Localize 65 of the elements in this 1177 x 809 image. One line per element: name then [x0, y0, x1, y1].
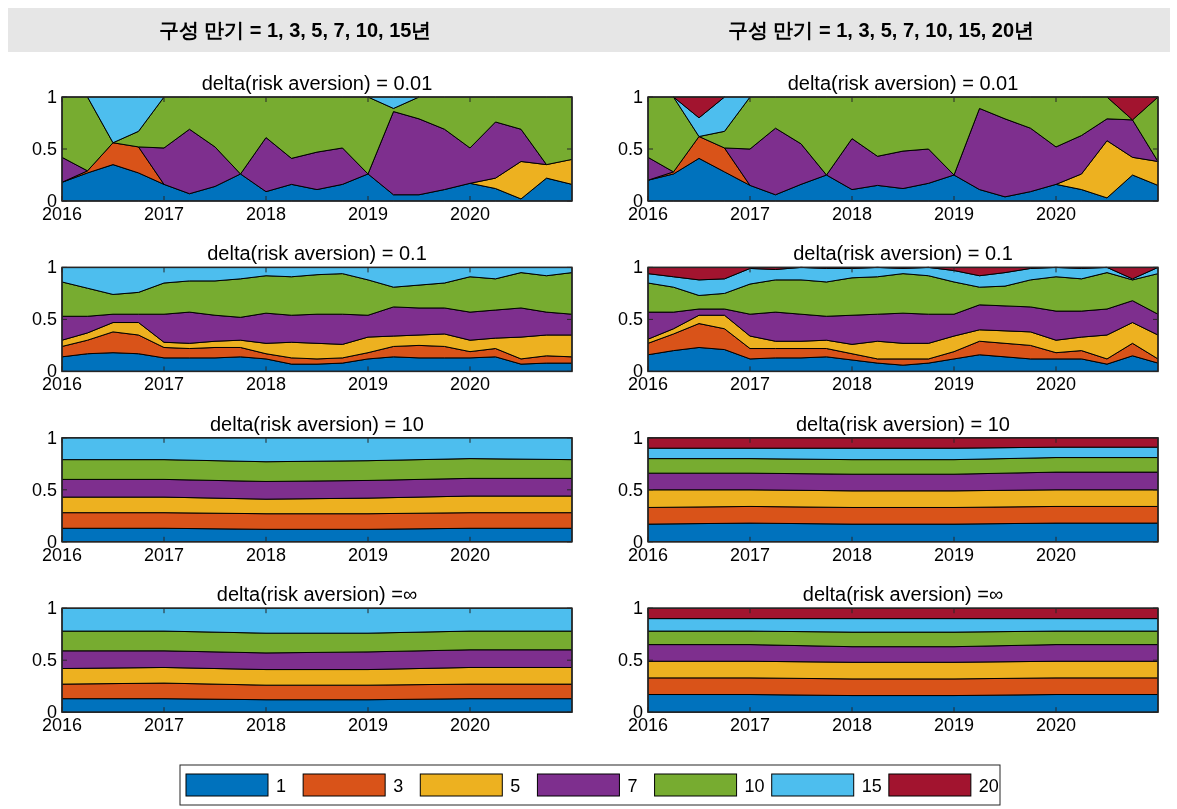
y-tick-label: 0.5 [31, 479, 57, 500]
x-tick-label: 2017 [729, 544, 771, 565]
y-tick-label: 1 [632, 427, 643, 448]
x-tick-label: 2018 [245, 715, 287, 736]
x-tick-label: 2020 [449, 374, 491, 395]
x-tick-label: 2019 [347, 204, 389, 224]
x-tick-label: 2017 [143, 544, 185, 565]
x-tick-label: 2019 [347, 544, 389, 565]
x-tick-label: 2018 [245, 544, 287, 565]
x-tick-label: 2019 [933, 204, 975, 224]
chart-title: delta(risk aversion) = 10 [210, 412, 424, 435]
y-tick-label: 1 [632, 257, 643, 278]
x-tick-label: 2020 [1035, 204, 1077, 224]
chart-title: delta(risk aversion) = 0.01 [787, 72, 1019, 94]
y-tick-label: 1 [46, 257, 57, 278]
y-tick-label: 0.5 [617, 139, 643, 159]
x-tick-label: 2020 [1035, 715, 1077, 736]
x-tick-label: 2020 [449, 715, 491, 736]
y-tick-label: 1 [46, 87, 57, 107]
x-tick-label: 2017 [729, 715, 771, 736]
x-tick-label: 2019 [347, 374, 389, 395]
x-tick-label: 2019 [933, 715, 975, 736]
y-tick-label: 1 [632, 87, 643, 107]
text: 구성 만기 = 1, 3, 5, 7, 10, 15, 20년 [727, 19, 1035, 41]
x-tick-label: 2017 [729, 204, 771, 224]
x-tick-label: 2020 [1035, 374, 1077, 395]
chart-title: delta(risk aversion) = 0.01 [201, 72, 433, 94]
chart-title: delta(risk aversion) =∞ [216, 583, 418, 606]
x-tick-label: 2017 [729, 374, 771, 395]
y-tick-label: 1 [632, 598, 643, 619]
chart-title: delta(risk aversion) =∞ [802, 583, 1004, 606]
x-tick-label: 2019 [347, 715, 389, 736]
x-tick-label: 2018 [831, 544, 873, 565]
x-tick-label: 2018 [831, 204, 873, 224]
chart-title: delta(risk aversion) = 0.1 [793, 242, 1013, 265]
x-tick-label: 2018 [831, 715, 873, 736]
x-tick-label: 2019 [933, 374, 975, 395]
y-tick-label: 0.5 [617, 650, 643, 671]
legend-label: 20 [978, 776, 999, 796]
y-tick-label: 0.5 [31, 650, 57, 671]
y-tick-label: 0.5 [617, 479, 643, 500]
x-tick-label: 2017 [143, 204, 185, 224]
y-tick-label: 1 [46, 427, 57, 448]
legend-label: 1 [276, 776, 287, 796]
x-tick-label: 2018 [831, 374, 873, 395]
y-tick-label: 0.5 [617, 309, 643, 330]
x-tick-label: 2017 [143, 715, 185, 736]
legend-label: 7 [627, 776, 638, 796]
chart-title: delta(risk aversion) = 10 [796, 412, 1010, 435]
legend-label: 15 [861, 776, 882, 796]
x-tick-label: 2018 [245, 374, 287, 395]
x-tick-label: 2020 [449, 544, 491, 565]
legend-label: 10 [744, 776, 765, 796]
text: 구성 만기 = 1, 3, 5, 7, 10, 15년 [158, 19, 432, 41]
x-tick-label: 2018 [245, 204, 287, 224]
x-tick-label: 2020 [1035, 544, 1077, 565]
y-tick-label: 0.5 [31, 309, 57, 330]
y-tick-label: 1 [46, 598, 57, 619]
x-tick-label: 2017 [143, 374, 185, 395]
legend-label: 5 [510, 776, 521, 796]
chart-title: delta(risk aversion) = 0.1 [207, 242, 427, 265]
y-tick-label: 0.5 [31, 139, 57, 159]
x-tick-label: 2020 [449, 204, 491, 224]
legend-label: 3 [393, 776, 404, 796]
x-tick-label: 2019 [933, 544, 975, 565]
